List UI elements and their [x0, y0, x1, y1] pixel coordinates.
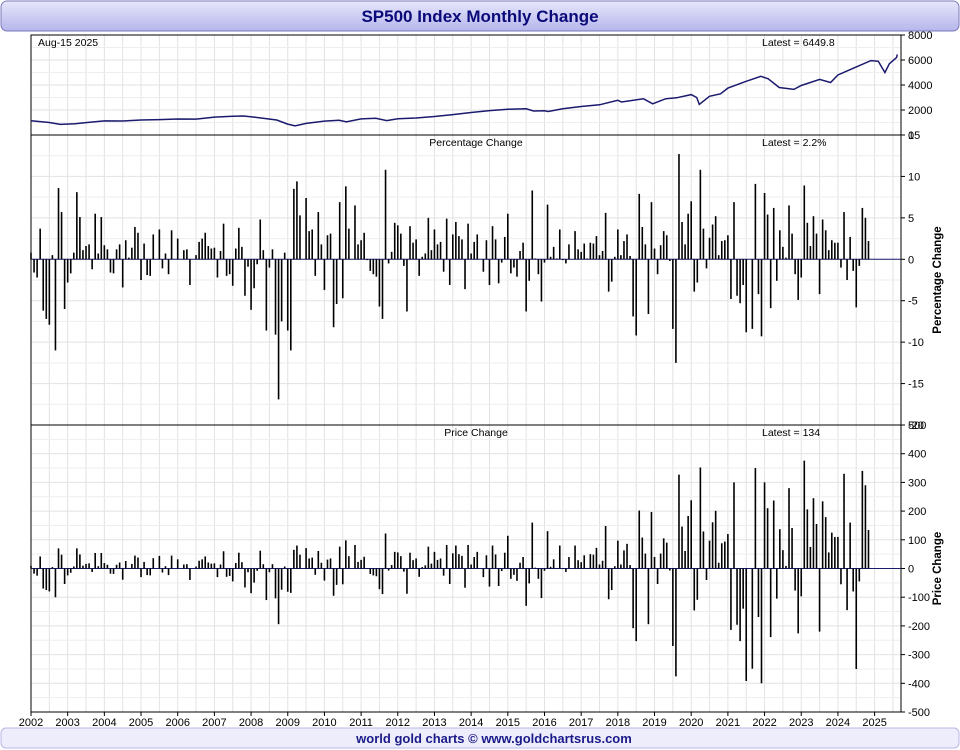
y-tick-label: 6000 — [908, 55, 932, 67]
x-tick-label: 2025 — [862, 717, 886, 729]
y-tick-label: -20 — [908, 420, 924, 432]
y-tick-label: 0 — [908, 564, 914, 576]
latest-label: Latest = 2.2% — [762, 137, 827, 149]
panel-title: Price Change — [444, 427, 508, 439]
footer-credit: world gold charts © www.goldchartsrus.co… — [355, 731, 632, 746]
y-tick-label: -300 — [908, 650, 930, 662]
x-tick-label: 2003 — [55, 717, 79, 729]
price-panel: 0 2000 4000 6000 8000 Aug-15 2025 Latest = 644… — [30, 30, 932, 142]
y-tick-label: 10 — [908, 171, 920, 183]
y-tick-label: -200 — [908, 621, 930, 633]
x-tick-label: 2004 — [92, 717, 116, 729]
x-tick-label: 2008 — [239, 717, 263, 729]
y-tick-label: 5 — [908, 213, 914, 225]
x-tick-label: 2012 — [386, 717, 410, 729]
footer-bar — [0, 727, 960, 749]
x-tick-label: 2019 — [642, 717, 666, 729]
x-axis: 2002 2003 2004 2005 2006 2007 2008 2009 2010 2011… — [19, 712, 887, 729]
y-tick-label: 0 — [908, 130, 914, 142]
panel-title: Percentage Change — [429, 137, 523, 149]
x-tick-label: 2022 — [752, 717, 776, 729]
latest-label: Latest = 6449.8 — [762, 37, 835, 49]
x-tick-label: 2006 — [165, 717, 189, 729]
x-tick-label: 2023 — [789, 717, 813, 729]
chart-title: SP500 Index Monthly Change — [361, 7, 598, 26]
title-bar — [0, 0, 960, 32]
price-change-panel: -500 -400 -300 -200 -100 0 100 200 300 400 500 Pric… — [30, 420, 944, 719]
x-tick-label: 2020 — [679, 717, 703, 729]
y-tick-label: -400 — [908, 678, 930, 690]
y-tick-label: 15 — [908, 130, 920, 142]
x-tick-label: 2018 — [606, 717, 630, 729]
x-tick-label: 2011 — [349, 717, 373, 729]
latest-label: Latest = 134 — [762, 427, 820, 439]
y-tick-label: 100 — [908, 535, 926, 547]
x-tick-label: 2010 — [312, 717, 336, 729]
x-tick-label: 2007 — [202, 717, 226, 729]
y-tick-label: 200 — [908, 506, 926, 518]
x-tick-label: 2017 — [569, 717, 593, 729]
y-tick-label: -15 — [908, 379, 924, 391]
y-tick-label: 300 — [908, 477, 926, 489]
y-tick-label: 0 — [908, 254, 914, 266]
x-tick-label: 2021 — [716, 717, 740, 729]
x-tick-label: 2005 — [129, 717, 153, 729]
y-tick-label: -500 — [908, 707, 930, 719]
date-label: Aug-15 2025 — [38, 37, 98, 49]
price-line — [30, 54, 899, 127]
y-tick-label: 500 — [908, 420, 926, 432]
x-tick-label: 2002 — [19, 717, 43, 729]
x-tick-label: 2015 — [496, 717, 520, 729]
y-tick-label: -100 — [908, 592, 930, 604]
y-tick-label: 2000 — [908, 105, 932, 117]
x-tick-label: 2014 — [459, 717, 483, 729]
y-tick-label: -5 — [908, 296, 918, 308]
x-tick-label: 2016 — [532, 717, 556, 729]
y-axis-label: Percentage Change — [932, 226, 944, 333]
y-axis-label: Price Change — [932, 532, 944, 606]
percentage-panel: -20 -15 -10 -5 0 5 10 15 Percentage Change Latest… — [30, 130, 944, 432]
y-tick-label: 8000 — [908, 30, 932, 42]
y-tick-label: -10 — [908, 337, 924, 349]
x-tick-label: 2009 — [276, 717, 300, 729]
x-tick-label: 2024 — [826, 717, 850, 729]
y-tick-label: 400 — [908, 449, 926, 461]
x-tick-label: 2013 — [422, 717, 446, 729]
y-tick-label: 4000 — [908, 80, 932, 92]
